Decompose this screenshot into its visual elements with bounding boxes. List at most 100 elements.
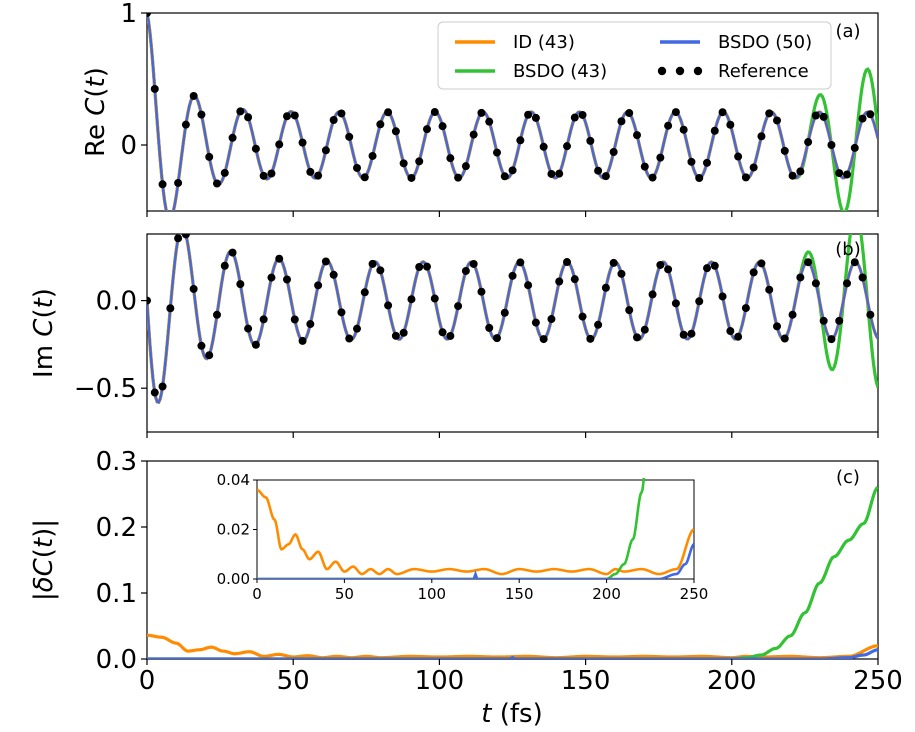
reference-point — [236, 107, 245, 116]
reference-point — [477, 287, 486, 296]
reference-point — [726, 327, 735, 336]
reference-point — [586, 334, 595, 343]
legend: ID (43) BSDO (50) BSDO (43) Reference — [437, 21, 832, 90]
reference-point — [166, 215, 174, 223]
reference-point — [516, 258, 525, 267]
inset: 0.00 0.02 0.04 0 50 100 150 200 250 — [217, 471, 709, 603]
reference-point — [508, 271, 517, 280]
reference-point — [213, 310, 221, 319]
reference-point — [594, 166, 603, 175]
series-line-id-43 — [147, 234, 878, 405]
reference-point — [376, 120, 385, 129]
reference-point — [804, 258, 813, 267]
reference-point — [710, 126, 719, 135]
reference-point — [150, 388, 159, 397]
reference-point — [438, 328, 447, 337]
reference-point — [259, 171, 268, 180]
reference-point — [384, 301, 393, 310]
reference-point — [415, 157, 424, 166]
reference-point — [493, 334, 501, 343]
reference-point — [493, 148, 501, 157]
reference-point — [625, 109, 634, 118]
reference-point — [391, 331, 400, 340]
reference-point — [485, 323, 494, 332]
reference-point — [275, 254, 284, 263]
reference-point — [710, 261, 719, 270]
reference-point — [718, 292, 727, 301]
reference-point — [640, 162, 649, 171]
reference-point — [804, 138, 813, 147]
legend-label: ID (43) — [513, 32, 575, 53]
reference-point — [640, 325, 649, 334]
legend-box — [437, 21, 832, 90]
reference-point — [174, 178, 183, 187]
reference-point — [648, 290, 657, 299]
panel-a: 01 (a) Re C(t) ID (43) BSDO (50)BSDO (43)… — [81, 0, 879, 223]
inset-xtick-label: 0 — [252, 585, 262, 603]
reference-point — [601, 283, 610, 292]
reference-point — [314, 281, 323, 290]
panel-c-xlabel: t (fs) — [481, 699, 542, 729]
reference-point — [283, 275, 291, 284]
inset-series — [257, 478, 694, 579]
error-line-bsdo-50 — [257, 543, 694, 579]
reference-point — [275, 140, 284, 149]
reference-point — [174, 234, 183, 243]
panel-b-label: (b) — [835, 239, 860, 260]
inset-xtick-label: 100 — [417, 585, 446, 603]
panel-b-series — [147, 234, 878, 405]
reference-point — [601, 172, 610, 181]
reference-point — [679, 330, 688, 339]
panel-c-label: (c) — [836, 467, 860, 488]
reference-point — [811, 111, 820, 120]
reference-point — [718, 108, 727, 117]
reference-point — [757, 259, 766, 268]
reference-point — [353, 324, 361, 333]
reference-point — [423, 125, 431, 134]
reference-point — [547, 315, 556, 324]
ytick-label: 0.0 — [96, 645, 137, 675]
reference-point — [267, 273, 276, 282]
xtick-label: 0 — [139, 666, 156, 696]
reference-point — [220, 168, 229, 177]
reference-point — [438, 122, 447, 131]
reference-point — [703, 158, 711, 167]
reference-point — [765, 109, 774, 118]
reference-point — [578, 110, 587, 119]
reference-point — [609, 258, 618, 267]
reference-point — [228, 133, 237, 142]
reference-point — [850, 258, 859, 267]
reference-point — [508, 166, 517, 175]
reference-point — [283, 112, 291, 121]
reference-point — [687, 329, 696, 338]
reference-point — [773, 322, 782, 331]
inset-xtick-label: 150 — [505, 585, 534, 603]
reference-point — [251, 340, 260, 349]
reference-point — [500, 308, 509, 317]
reference-point — [609, 148, 618, 157]
reference-point — [633, 131, 641, 140]
reference-point — [446, 154, 455, 163]
reference-point — [749, 268, 758, 277]
panel-a-series — [147, 13, 878, 223]
reference-point — [788, 171, 797, 180]
reference-point — [147, 296, 151, 305]
panel-b: −0.5 0.0 (b) Im C(t) — [29, 233, 879, 438]
reference-point — [415, 262, 424, 271]
reference-point — [477, 108, 486, 117]
error-line-bsdo-50 — [147, 648, 878, 659]
reference-point — [850, 143, 859, 152]
reference-point — [835, 169, 844, 178]
reference-point — [671, 108, 680, 117]
reference-point — [290, 315, 299, 324]
xtick-label: 150 — [561, 666, 611, 696]
legend-label: BSDO (43) — [513, 61, 607, 82]
reference-point — [703, 264, 711, 273]
reference-point — [150, 84, 159, 93]
reference-point — [391, 127, 400, 136]
reference-point — [749, 163, 758, 172]
reference-point — [563, 142, 571, 151]
ytick-label: 1 — [120, 0, 137, 29]
reference-point — [213, 179, 221, 188]
reference-point — [228, 248, 237, 257]
